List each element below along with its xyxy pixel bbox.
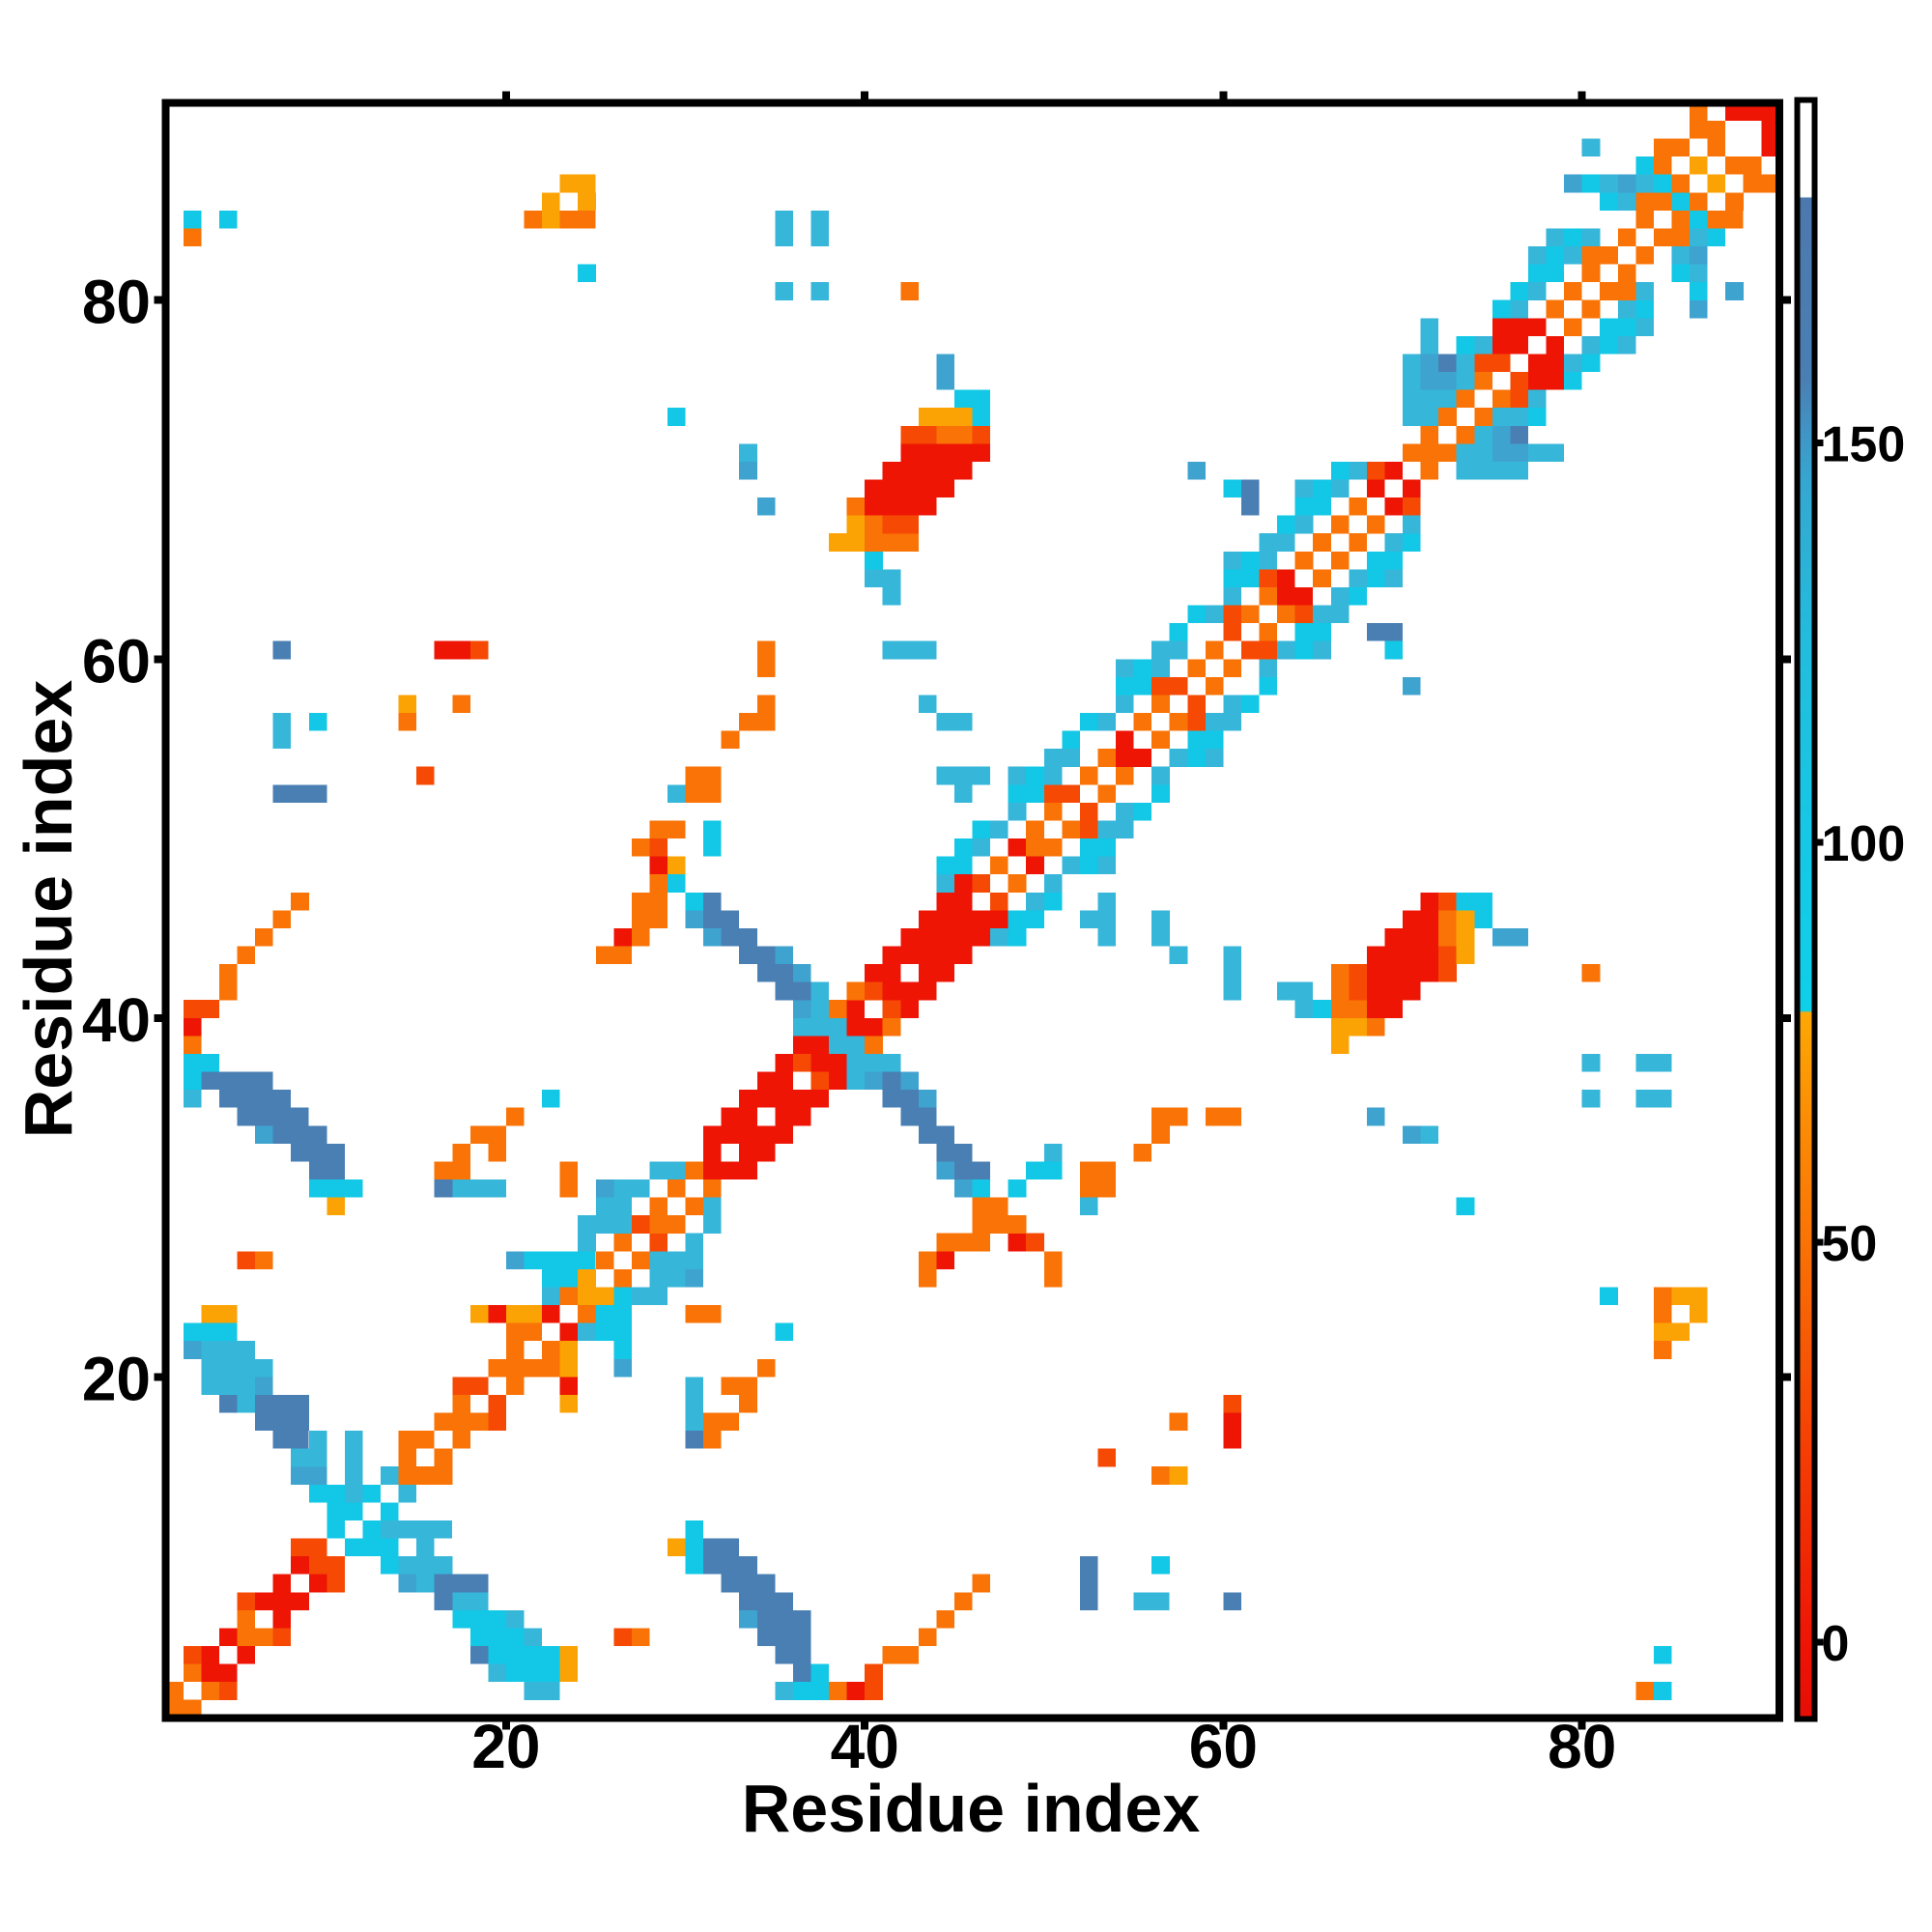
svg-text:Residue index: Residue index xyxy=(742,1771,1201,1846)
svg-text:100: 100 xyxy=(1822,816,1906,872)
svg-text:60: 60 xyxy=(82,626,151,696)
svg-text:40: 40 xyxy=(82,985,151,1055)
svg-text:0: 0 xyxy=(1822,1616,1850,1672)
svg-text:40: 40 xyxy=(831,1712,899,1781)
svg-text:60: 60 xyxy=(1189,1712,1258,1781)
svg-text:80: 80 xyxy=(82,268,151,337)
svg-text:80: 80 xyxy=(1548,1712,1616,1781)
svg-text:50: 50 xyxy=(1822,1216,1878,1272)
svg-text:20: 20 xyxy=(82,1344,151,1413)
svg-text:20: 20 xyxy=(471,1712,540,1781)
svg-text:Residue index: Residue index xyxy=(11,680,86,1139)
svg-text:150: 150 xyxy=(1822,416,1906,472)
